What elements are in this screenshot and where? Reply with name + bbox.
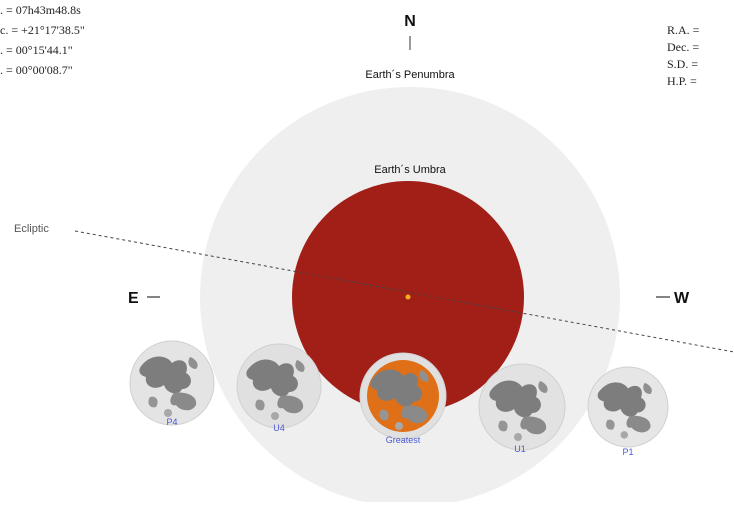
ecliptic-line (74, 230, 734, 353)
coord-line: . = 00°00'08.7" (0, 63, 73, 77)
coord-line: . = 00°15'44.1" (0, 43, 73, 57)
coord-label: H.P. = (667, 74, 697, 88)
moon (359, 352, 447, 440)
moon-label: U1 (514, 444, 526, 454)
ecliptic-label: Ecliptic (14, 223, 49, 235)
coord-label: S.D. = (667, 57, 698, 71)
moon-label: P1 (622, 447, 633, 457)
moon-label: P4 (166, 417, 177, 427)
moon (478, 363, 566, 451)
moon-label: Greatest (386, 435, 421, 445)
moon-label: U4 (273, 423, 285, 433)
coord-line: c. = +21°17'38.5" (0, 23, 85, 37)
moon (129, 340, 215, 426)
moon (587, 366, 669, 448)
shadow-center (405, 294, 411, 300)
coord-label: R.A. = (667, 23, 700, 37)
penumbra-label: Earth´s Penumbra (365, 69, 455, 81)
umbra-label: Earth´s Umbra (374, 164, 446, 176)
coord-line: . = 07h43m48.8s (0, 3, 81, 17)
moon (236, 343, 322, 429)
north-label: N (404, 13, 416, 30)
west-label: W (674, 290, 690, 307)
east-label: E (128, 290, 139, 307)
coord-label: Dec. = (667, 40, 699, 54)
